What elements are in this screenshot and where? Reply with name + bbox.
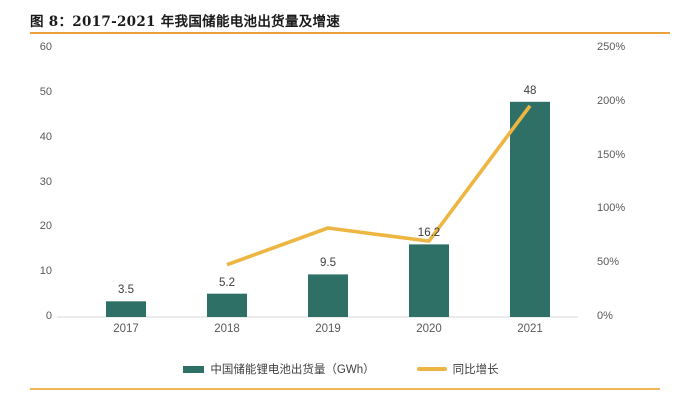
legend-label-growth: 同比增长 — [452, 364, 499, 376]
growth-line — [226, 104, 532, 267]
x-label-2020: 2020 — [416, 323, 442, 335]
bar-value-label-2021: 48 — [523, 84, 537, 97]
y-right-tick: 250% — [597, 41, 626, 53]
legend-label-shipments: 中国储能锂电池出货量（GWh） — [210, 364, 375, 376]
x-label-2017: 2017 — [113, 323, 139, 335]
bar-value-label-2020: 16.2 — [417, 227, 441, 240]
y-left-tick: 60 — [39, 41, 52, 53]
y-right-tick: 100% — [597, 202, 626, 215]
bar-series-swatch-icon — [183, 365, 205, 373]
y-right-tick: 0% — [597, 310, 613, 322]
bar-value-label-2019: 9.5 — [320, 257, 336, 270]
y-left-tick: 20 — [39, 220, 52, 233]
bar-value-label-2018: 5.2 — [219, 276, 235, 289]
bar-2021 — [510, 101, 550, 317]
y-right-tick: 150% — [597, 148, 626, 161]
y-right-tick: 200% — [597, 94, 626, 107]
bottom-rule — [30, 388, 660, 390]
bar-2017 — [106, 301, 146, 317]
bar-2018 — [207, 293, 247, 317]
y-right-tick: 50% — [597, 256, 620, 269]
title-underline-rule — [30, 32, 670, 34]
y-left-tick: 0 — [45, 310, 52, 322]
x-label-2021: 2021 — [517, 323, 543, 335]
bar-2019 — [308, 274, 348, 317]
y-left-tick: 40 — [39, 130, 52, 143]
figure-title: 图 8：2017-2021 年我国储能电池出货量及增速 — [30, 14, 341, 30]
line-series-swatch-icon — [416, 367, 447, 371]
bar-2020 — [409, 244, 449, 317]
x-label-2018: 2018 — [214, 323, 240, 335]
y-left-tick: 10 — [39, 265, 52, 278]
x-label-2019: 2019 — [315, 323, 341, 335]
bar-value-label-2017: 3.5 — [118, 284, 134, 297]
legend-item-shipments: 中国储能锂电池出货量（GWh） — [183, 361, 375, 377]
legend-item-growth: 同比增长 — [416, 361, 499, 377]
y-left-tick: 50 — [39, 85, 52, 98]
legend: 中国储能锂电池出货量（GWh） 同比增长 — [0, 361, 682, 377]
y-left-tick: 30 — [39, 175, 52, 188]
